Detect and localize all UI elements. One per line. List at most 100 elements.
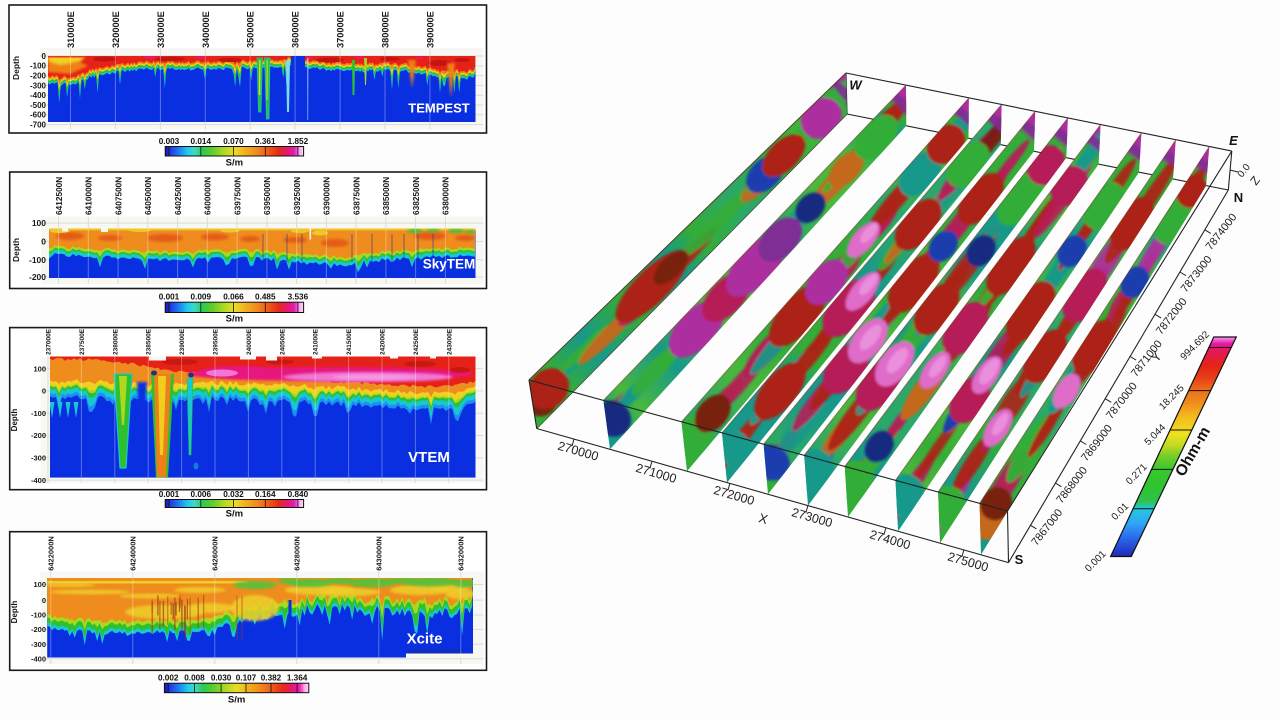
svg-text:350000E: 350000E [246,11,256,48]
svg-text:SkyTEM: SkyTEM [423,257,476,272]
svg-text:0.361: 0.361 [255,137,276,146]
svg-text:6432000N: 6432000N [457,536,466,571]
svg-text:239500E: 239500E [213,328,220,355]
svg-text:0.002: 0.002 [158,674,179,683]
svg-text:E: E [1229,133,1238,148]
svg-text:Xcite: Xcite [407,631,443,648]
svg-text:S/m: S/m [228,695,245,706]
svg-text:Depth: Depth [10,409,19,432]
svg-text:243000E: 243000E [446,328,453,355]
svg-text:100: 100 [32,218,46,228]
svg-text:-400: -400 [30,91,47,100]
svg-text:0.164: 0.164 [255,490,276,499]
svg-text:239000E: 239000E [179,328,186,355]
svg-text:0.003: 0.003 [159,137,180,146]
svg-text:W: W [849,78,863,93]
svg-text:-100: -100 [30,62,47,71]
svg-text:6382500N: 6382500N [411,177,421,215]
svg-text:6422000N: 6422000N [47,536,56,571]
svg-text:6424000N: 6424000N [129,536,138,571]
svg-text:6400000N: 6400000N [203,177,213,215]
svg-text:VTEM: VTEM [408,449,450,466]
svg-text:320000E: 320000E [111,11,121,48]
svg-text:6387500N: 6387500N [351,177,361,215]
svg-text:100: 100 [33,364,46,373]
svg-text:100: 100 [33,580,46,589]
svg-text:0.382: 0.382 [261,674,282,683]
svg-text:-200: -200 [29,272,46,282]
svg-text:340000E: 340000E [201,11,211,48]
svg-text:380000E: 380000E [381,11,391,48]
svg-text:240500E: 240500E [279,328,286,355]
svg-text:-300: -300 [30,81,47,90]
svg-text:-700: -700 [30,121,47,130]
svg-text:-400: -400 [31,654,46,663]
svg-text:0.030: 0.030 [211,674,232,683]
svg-text:6380000N: 6380000N [441,177,451,215]
svg-text:-500: -500 [30,101,47,110]
svg-text:0: 0 [42,596,46,605]
svg-text:0.840: 0.840 [288,490,309,499]
svg-text:330000E: 330000E [156,11,166,48]
svg-text:6410000N: 6410000N [84,177,94,215]
svg-text:0.070: 0.070 [223,137,244,146]
svg-text:-100: -100 [29,255,46,265]
svg-text:-100: -100 [31,409,46,418]
svg-text:6407500N: 6407500N [113,177,123,215]
svg-text:6392500N: 6392500N [292,177,302,215]
svg-text:242500E: 242500E [413,328,420,355]
svg-text:-300: -300 [31,640,46,649]
svg-text:S/m: S/m [226,314,243,325]
svg-text:6397500N: 6397500N [232,177,242,215]
svg-text:-200: -200 [31,431,46,440]
svg-text:Depth: Depth [10,601,19,624]
svg-text:390000E: 390000E [425,11,435,48]
svg-text:TEMPEST: TEMPEST [408,101,469,116]
svg-text:0: 0 [42,387,46,396]
svg-text:-600: -600 [30,111,47,120]
svg-text:238000E: 238000E [112,328,119,355]
svg-text:1.364: 1.364 [287,674,308,683]
svg-text:6385000N: 6385000N [381,177,391,215]
svg-text:241000E: 241000E [313,328,320,355]
svg-text:6402500N: 6402500N [173,177,183,215]
svg-text:237000E: 237000E [46,328,53,355]
svg-text:310000E: 310000E [66,11,76,48]
svg-text:0.009: 0.009 [191,293,212,302]
svg-text:0.485: 0.485 [255,293,276,302]
svg-text:242000E: 242000E [380,328,387,355]
svg-text:6395000N: 6395000N [262,177,272,215]
svg-text:S: S [1015,552,1024,567]
svg-text:370000E: 370000E [336,11,346,48]
svg-text:6426000N: 6426000N [211,536,220,571]
svg-text:S/m: S/m [226,509,243,520]
svg-text:0.001: 0.001 [159,293,180,302]
svg-text:-100: -100 [31,611,46,620]
svg-text:6390000N: 6390000N [322,177,332,215]
svg-text:0.066: 0.066 [223,293,244,302]
svg-text:0: 0 [42,52,47,61]
svg-text:-200: -200 [30,72,47,81]
svg-text:0.107: 0.107 [236,674,257,683]
svg-text:240000E: 240000E [246,328,253,355]
svg-text:0: 0 [41,237,46,247]
svg-text:6428000N: 6428000N [293,536,302,571]
svg-text:6430000N: 6430000N [375,536,384,571]
svg-text:6405000N: 6405000N [143,177,153,215]
svg-text:Depth: Depth [11,56,21,80]
svg-text:-400: -400 [31,476,46,485]
svg-text:Depth: Depth [11,238,21,262]
svg-text:0.032: 0.032 [223,490,244,499]
svg-text:-300: -300 [31,454,46,463]
svg-text:S/m: S/m [226,158,243,169]
svg-text:241500E: 241500E [346,328,353,355]
svg-text:0.008: 0.008 [184,674,205,683]
svg-text:0.006: 0.006 [191,490,212,499]
svg-text:360000E: 360000E [291,11,301,48]
svg-text:0.001: 0.001 [159,490,180,499]
svg-text:0.014: 0.014 [191,137,212,146]
svg-text:237500E: 237500E [79,328,86,355]
svg-text:3.536: 3.536 [288,293,309,302]
svg-text:1.852: 1.852 [288,137,309,146]
svg-text:N: N [1234,190,1243,205]
